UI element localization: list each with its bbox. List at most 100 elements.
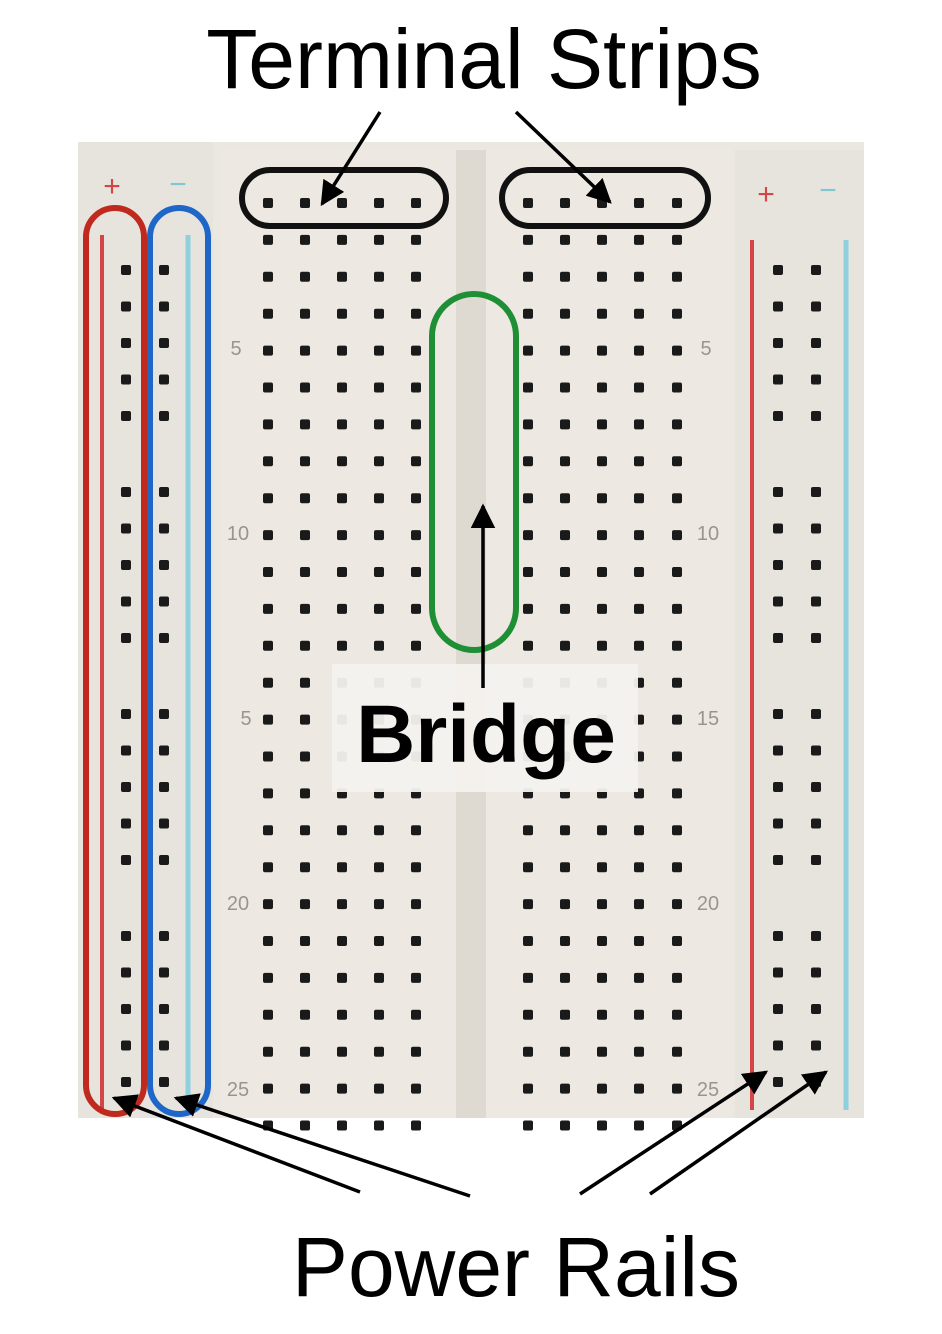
hole: [773, 265, 783, 275]
hole: [121, 1077, 131, 1087]
row-number: 25: [227, 1079, 249, 1101]
hole: [773, 301, 783, 312]
row-number: 20: [697, 893, 719, 915]
hole: [773, 782, 783, 792]
hole: [263, 825, 273, 836]
hole: [300, 345, 310, 356]
hole: [672, 456, 682, 467]
hole: [337, 1083, 347, 1094]
hole: [773, 1004, 783, 1014]
hole: [773, 967, 783, 978]
hole: [411, 972, 421, 983]
hole: [634, 271, 644, 282]
hole: [672, 714, 682, 725]
hole: [597, 1009, 607, 1020]
row-number: 5: [230, 338, 241, 360]
hole: [263, 198, 273, 208]
hole: [263, 456, 273, 467]
hole: [159, 931, 169, 941]
hole: [811, 411, 821, 421]
hole: [560, 382, 570, 393]
hole: [811, 967, 821, 978]
hole: [263, 788, 273, 799]
hole: [263, 677, 273, 688]
hole: [411, 493, 421, 504]
hole: [263, 345, 273, 356]
hole: [121, 931, 131, 941]
hole: [560, 271, 570, 282]
hole: [672, 419, 682, 430]
hole: [597, 493, 607, 504]
hole: [411, 899, 421, 910]
hole: [811, 745, 821, 756]
hole: [411, 1046, 421, 1057]
hole: [523, 234, 533, 245]
hole: [374, 640, 384, 651]
hole: [811, 855, 821, 865]
hole: [811, 782, 821, 792]
left-terminal-panel: [220, 150, 456, 1118]
bridge-outline: [429, 291, 519, 653]
hole: [773, 596, 783, 607]
hole: [374, 1120, 384, 1131]
hole: [121, 487, 131, 497]
hole: [337, 271, 347, 282]
hole: [672, 234, 682, 245]
hole: [159, 967, 169, 978]
hole: [411, 862, 421, 873]
hole: [374, 530, 384, 541]
hole: [597, 825, 607, 836]
hole: [337, 234, 347, 245]
hole: [337, 1009, 347, 1020]
hole: [634, 825, 644, 836]
hole: [523, 308, 533, 319]
hole: [337, 345, 347, 356]
hole: [523, 640, 533, 651]
hole: [560, 1009, 570, 1020]
hole: [374, 862, 384, 873]
hole: [337, 530, 347, 541]
hole: [523, 493, 533, 504]
hole: [634, 1009, 644, 1020]
hole: [263, 567, 273, 577]
hole: [263, 271, 273, 282]
hole: [811, 374, 821, 385]
hole: [634, 382, 644, 393]
hole: [159, 523, 169, 534]
hole: [121, 523, 131, 534]
hole: [560, 198, 570, 208]
hole: [263, 640, 273, 651]
hole: [597, 345, 607, 356]
hole: [597, 234, 607, 245]
hole: [337, 456, 347, 467]
right-terminal-panel: [486, 150, 732, 1118]
right-minus-sign: −: [819, 174, 837, 207]
hole: [634, 345, 644, 356]
hole: [411, 419, 421, 430]
hole: [159, 265, 169, 275]
hole: [159, 1004, 169, 1014]
hole: [634, 972, 644, 983]
hole: [337, 862, 347, 873]
hole: [263, 493, 273, 504]
hole: [300, 382, 310, 393]
hole: [523, 198, 533, 208]
hole: [811, 596, 821, 607]
hole: [523, 419, 533, 430]
hole: [121, 745, 131, 756]
hole: [263, 530, 273, 541]
left-row-numbers: 5 10 5 20 25: [227, 338, 252, 1101]
terminal-strips-arrow-right: [514, 110, 612, 204]
hole: [523, 1009, 533, 1020]
hole: [411, 640, 421, 651]
hole: [672, 936, 682, 946]
hole: [300, 456, 310, 467]
power-rails-arrow-2: [173, 1093, 471, 1198]
hole: [374, 308, 384, 319]
hole: [523, 899, 533, 910]
hole: [300, 493, 310, 504]
hole: [374, 493, 384, 504]
hole: [300, 788, 310, 799]
hole: [337, 972, 347, 983]
hole: [411, 382, 421, 393]
